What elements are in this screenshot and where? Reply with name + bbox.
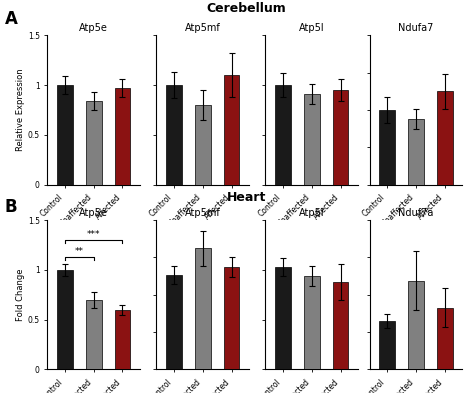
- Text: Heart: Heart: [227, 191, 266, 204]
- Bar: [379, 110, 395, 185]
- Text: A: A: [5, 10, 18, 28]
- Title: Ndufa7: Ndufa7: [398, 23, 434, 33]
- Bar: [224, 75, 239, 185]
- Bar: [166, 85, 182, 185]
- Bar: [57, 85, 73, 185]
- Bar: [195, 248, 210, 369]
- Bar: [304, 276, 319, 369]
- Bar: [195, 105, 210, 185]
- Title: Atp5l: Atp5l: [299, 23, 325, 33]
- Bar: [86, 101, 101, 185]
- Title: Nduf7a: Nduf7a: [398, 208, 434, 218]
- Bar: [333, 282, 348, 369]
- Text: B: B: [5, 198, 18, 217]
- Title: Atp5mf: Atp5mf: [185, 208, 220, 218]
- Bar: [408, 119, 424, 185]
- Bar: [86, 300, 101, 369]
- Bar: [379, 321, 395, 369]
- Y-axis label: Relative Expression: Relative Expression: [16, 69, 25, 151]
- Bar: [304, 94, 319, 185]
- Bar: [437, 308, 453, 369]
- Bar: [166, 275, 182, 369]
- Bar: [57, 270, 73, 369]
- Bar: [115, 310, 130, 369]
- Bar: [275, 85, 291, 185]
- Bar: [437, 91, 453, 185]
- Y-axis label: Fold Change: Fold Change: [16, 268, 25, 321]
- Text: **: **: [75, 248, 84, 256]
- Text: ***: ***: [87, 230, 100, 239]
- Title: Atp5e: Atp5e: [79, 208, 108, 218]
- Bar: [115, 88, 130, 185]
- Text: Cerebellum: Cerebellum: [207, 2, 286, 15]
- Bar: [275, 267, 291, 369]
- Title: Atp5l: Atp5l: [299, 208, 325, 218]
- Bar: [408, 281, 424, 369]
- Title: Atp5mf: Atp5mf: [185, 23, 220, 33]
- Bar: [224, 267, 239, 369]
- Title: Atp5e: Atp5e: [79, 23, 108, 33]
- Bar: [333, 90, 348, 185]
